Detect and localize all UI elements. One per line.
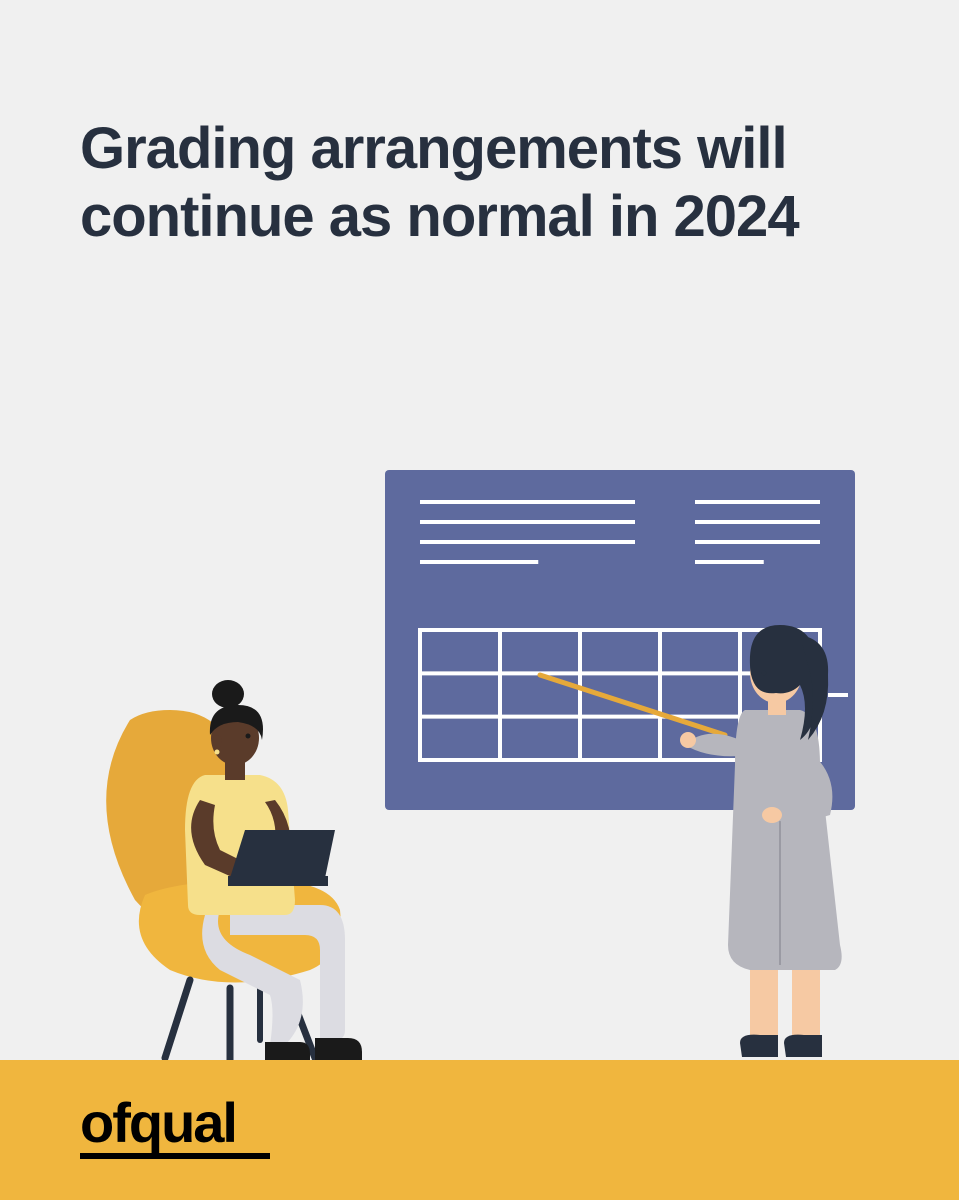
infographic-canvas: Grading arrangements will continue as no… — [0, 0, 959, 1200]
ofqual-logo: ofqual — [80, 1090, 236, 1155]
classroom-illustration — [0, 470, 959, 1060]
headline: Grading arrangements will continue as no… — [80, 115, 879, 252]
ofqual-logo-underline — [80, 1153, 270, 1159]
